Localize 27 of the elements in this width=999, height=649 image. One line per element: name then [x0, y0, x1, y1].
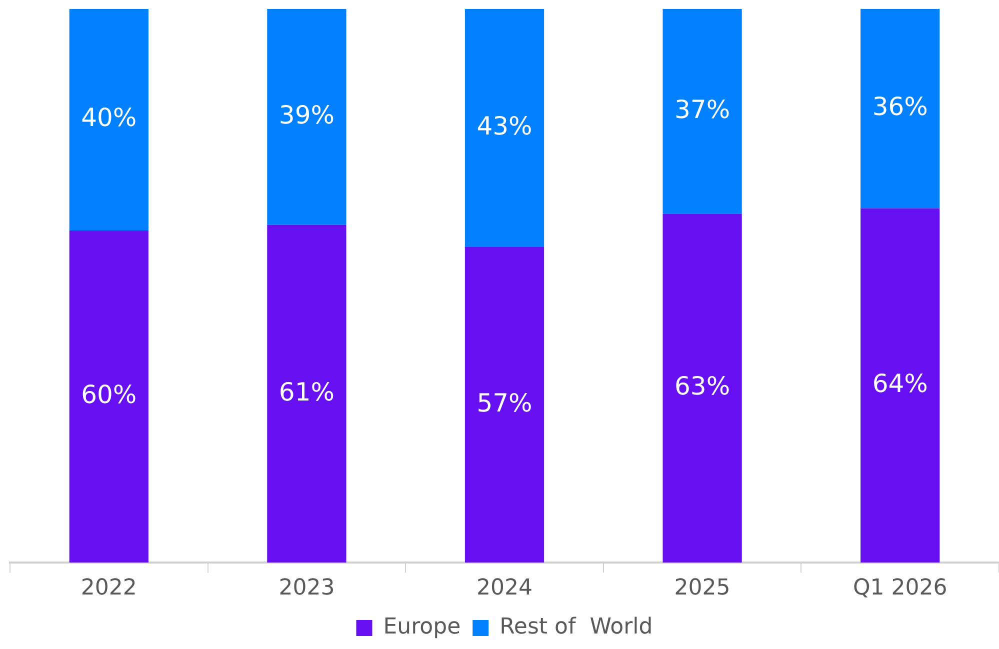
bar [662, 9, 742, 214]
legend-label: Rest of World [500, 614, 653, 640]
data-label: 57% [476, 388, 532, 418]
data-label: 36% [872, 92, 928, 122]
bar [662, 214, 742, 563]
data-label: 61% [278, 377, 334, 406]
x-tick-label: 2023 [278, 576, 335, 601]
bar [267, 9, 346, 225]
data-label: 40% [81, 103, 137, 132]
data-label: 37% [674, 94, 730, 124]
bar [69, 230, 148, 563]
data-label: 63% [674, 372, 730, 401]
x-tick-label: 2025 [674, 576, 730, 601]
bar [464, 9, 544, 248]
data-label: 60% [81, 380, 137, 410]
data-label: 39% [278, 100, 334, 130]
bar [267, 224, 346, 563]
bar [860, 9, 940, 208]
x-tick-label: 2022 [80, 576, 137, 601]
bar [69, 9, 148, 230]
data-label: 64% [872, 368, 928, 398]
bar [464, 247, 544, 563]
data-label: 43% [476, 112, 532, 141]
x-tick-label: Q1 2026 [852, 576, 948, 601]
x-tick-label: 2024 [476, 576, 532, 601]
legend-label: Europe [383, 614, 461, 640]
bar [860, 208, 940, 563]
